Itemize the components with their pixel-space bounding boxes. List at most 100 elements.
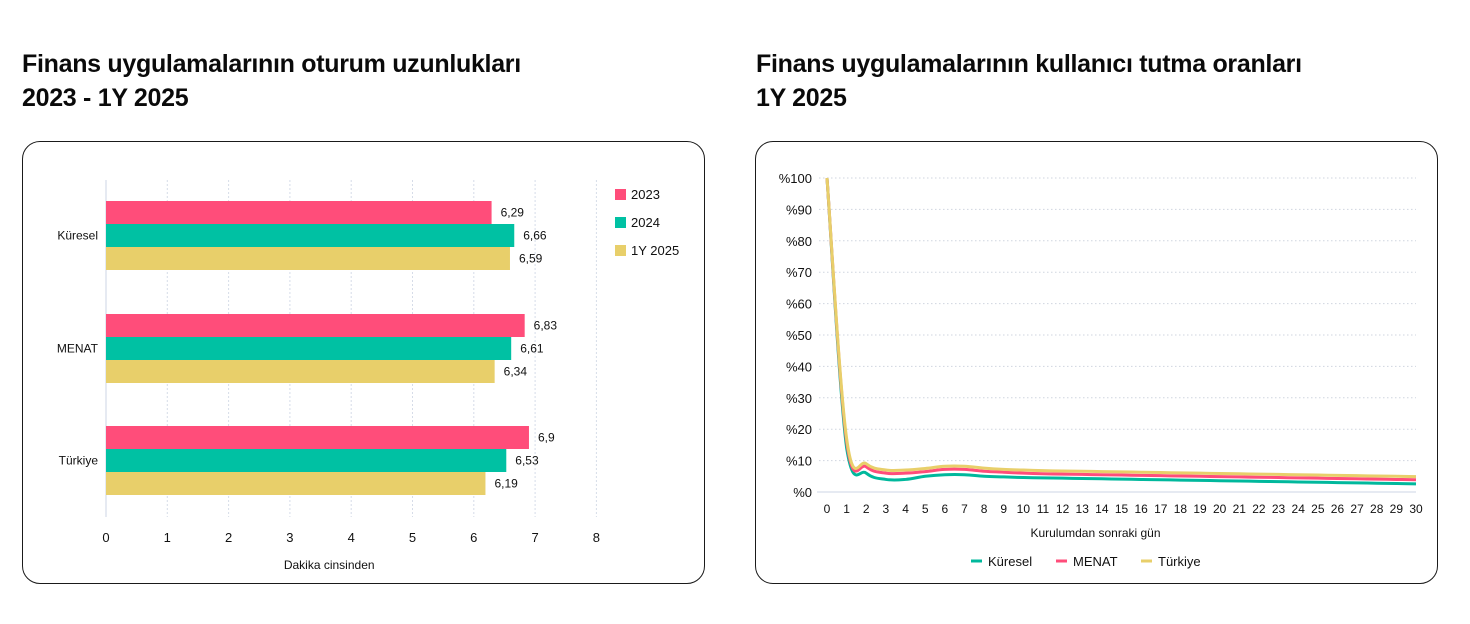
y-tick-label: %50 <box>786 328 812 343</box>
line-chart-card: %0 %10 %20 %30 %40 %50 %60 %70 %80 %90 %100 0 1 2 3 4 5 6… <box>755 141 1438 584</box>
y-tick-label: %70 <box>786 265 812 280</box>
x-tick-label: 4 <box>902 502 909 516</box>
x-tick-label: 24 <box>1292 502 1306 516</box>
x-axis-label: Kurulumdan sonraki gün <box>1030 526 1160 540</box>
x-tick-label: 25 <box>1311 502 1325 516</box>
bar-chart-card: 0 1 2 3 4 5 6 7 8 Dakika cinsinden Küresel 6,29 6,66… <box>22 141 705 584</box>
right-title-line2: 1Y 2025 <box>756 84 847 112</box>
x-tick-label: 30 <box>1409 502 1423 516</box>
y-tick-label: %60 <box>786 297 812 312</box>
x-tick-label: 12 <box>1056 502 1070 516</box>
legend-swatch-icon <box>615 189 626 200</box>
bar <box>106 201 492 224</box>
x-tick-label: 9 <box>1000 502 1007 516</box>
bar-value-label: 6,9 <box>538 431 555 445</box>
x-tick-label: 28 <box>1370 502 1384 516</box>
x-axis-label: Dakika cinsinden <box>284 558 375 572</box>
y-tick-label: %30 <box>786 391 812 406</box>
bar-value-label: 6,66 <box>523 229 547 243</box>
bar <box>106 449 507 472</box>
y-tick-label: %0 <box>793 485 812 500</box>
x-tick-label: 3 <box>883 502 890 516</box>
bar-value-label: 6,61 <box>520 342 544 356</box>
x-tick-label: 10 <box>1017 502 1031 516</box>
line-series <box>825 177 1417 479</box>
x-tick-label: 1 <box>843 502 850 516</box>
bar-value-label: 6,29 <box>501 206 525 220</box>
x-tick-label: 2 <box>863 502 870 516</box>
x-tick-label: 0 <box>102 530 109 545</box>
bar-chart: 0 1 2 3 4 5 6 7 8 Dakika cinsinden Küresel 6,29 6,66… <box>57 180 600 572</box>
x-tick-label: 21 <box>1233 502 1247 516</box>
bar-value-label: 6,59 <box>519 252 543 266</box>
x-tick-label: 5 <box>409 530 416 545</box>
x-tick-label: 0 <box>824 502 831 516</box>
x-tick-label: 29 <box>1390 502 1404 516</box>
left-title-line1: Finans uygulamalarının oturum uzunluklar… <box>22 50 521 78</box>
line-series <box>825 177 1417 486</box>
category-label: Küresel <box>57 229 98 243</box>
legend-label: 2023 <box>631 187 660 202</box>
x-tick-label: 23 <box>1272 502 1286 516</box>
legend-label: 2024 <box>631 215 660 230</box>
x-tick-label: 15 <box>1115 502 1129 516</box>
legend-swatch-icon <box>615 245 626 256</box>
x-tick-label: 2 <box>225 530 232 545</box>
y-tick-label: %100 <box>779 171 812 186</box>
x-tick-label: 5 <box>922 502 929 516</box>
y-tick-label: %80 <box>786 234 812 249</box>
legend-item[interactable]: 1Y 2025 <box>615 243 679 258</box>
x-tick-label: 18 <box>1174 502 1188 516</box>
x-tick-label: 20 <box>1213 502 1227 516</box>
legend-label: Küresel <box>988 554 1032 569</box>
bar <box>106 337 512 360</box>
x-tick-label: 22 <box>1252 502 1266 516</box>
legend-swatch-icon <box>615 217 626 228</box>
x-tick-label: 1 <box>164 530 171 545</box>
x-tick-label: 11 <box>1037 502 1050 516</box>
x-tick-label: 19 <box>1193 502 1207 516</box>
bar <box>106 472 486 495</box>
left-title-line2: 2023 - 1Y 2025 <box>22 84 189 112</box>
legend-label: Türkiye <box>1158 554 1201 569</box>
line-series <box>825 177 1417 482</box>
bar-value-label: 6,19 <box>494 477 518 491</box>
right-chart-title: Finans uygulamalarının kullanıcı tutma o… <box>756 47 1302 115</box>
category-label: Türkiye <box>59 454 99 468</box>
y-tick-label: %20 <box>786 422 812 437</box>
bar <box>106 426 529 449</box>
legend-item[interactable]: MENAT <box>1056 554 1118 569</box>
legend-label: MENAT <box>1073 554 1118 569</box>
category-label: MENAT <box>57 342 99 356</box>
bar-value-label: 6,34 <box>504 365 528 379</box>
x-tick-label: 8 <box>593 530 600 545</box>
x-tick-label: 16 <box>1134 502 1148 516</box>
x-tick-label: 6 <box>941 502 948 516</box>
legend-label: 1Y 2025 <box>631 243 680 258</box>
bar <box>106 224 515 247</box>
bar <box>106 247 510 270</box>
y-tick-label: %10 <box>786 454 812 469</box>
bar <box>106 360 495 383</box>
y-tick-label: %90 <box>786 202 812 217</box>
x-tick-label: 3 <box>286 530 293 545</box>
x-tick-label: 17 <box>1154 502 1168 516</box>
bar-value-label: 6,83 <box>534 319 558 333</box>
x-tick-label: 4 <box>348 530 355 545</box>
x-tick-label: 6 <box>470 530 477 545</box>
legend-item[interactable]: 2023 <box>615 187 660 202</box>
legend-item[interactable]: Türkiye <box>1141 554 1201 569</box>
x-tick-label: 14 <box>1095 502 1109 516</box>
right-title-line1: Finans uygulamalarının kullanıcı tutma o… <box>756 50 1302 78</box>
x-tick-label: 8 <box>981 502 988 516</box>
x-tick-label: 7 <box>961 502 968 516</box>
legend-item[interactable]: Küresel <box>971 554 1032 569</box>
bar <box>106 314 525 337</box>
x-tick-label: 13 <box>1076 502 1090 516</box>
x-tick-label: 26 <box>1331 502 1345 516</box>
legend-item[interactable]: 2024 <box>615 215 660 230</box>
bar-value-label: 6,53 <box>515 454 539 468</box>
left-chart-title: Finans uygulamalarının oturum uzunluklar… <box>22 47 521 115</box>
x-tick-label: 7 <box>531 530 538 545</box>
